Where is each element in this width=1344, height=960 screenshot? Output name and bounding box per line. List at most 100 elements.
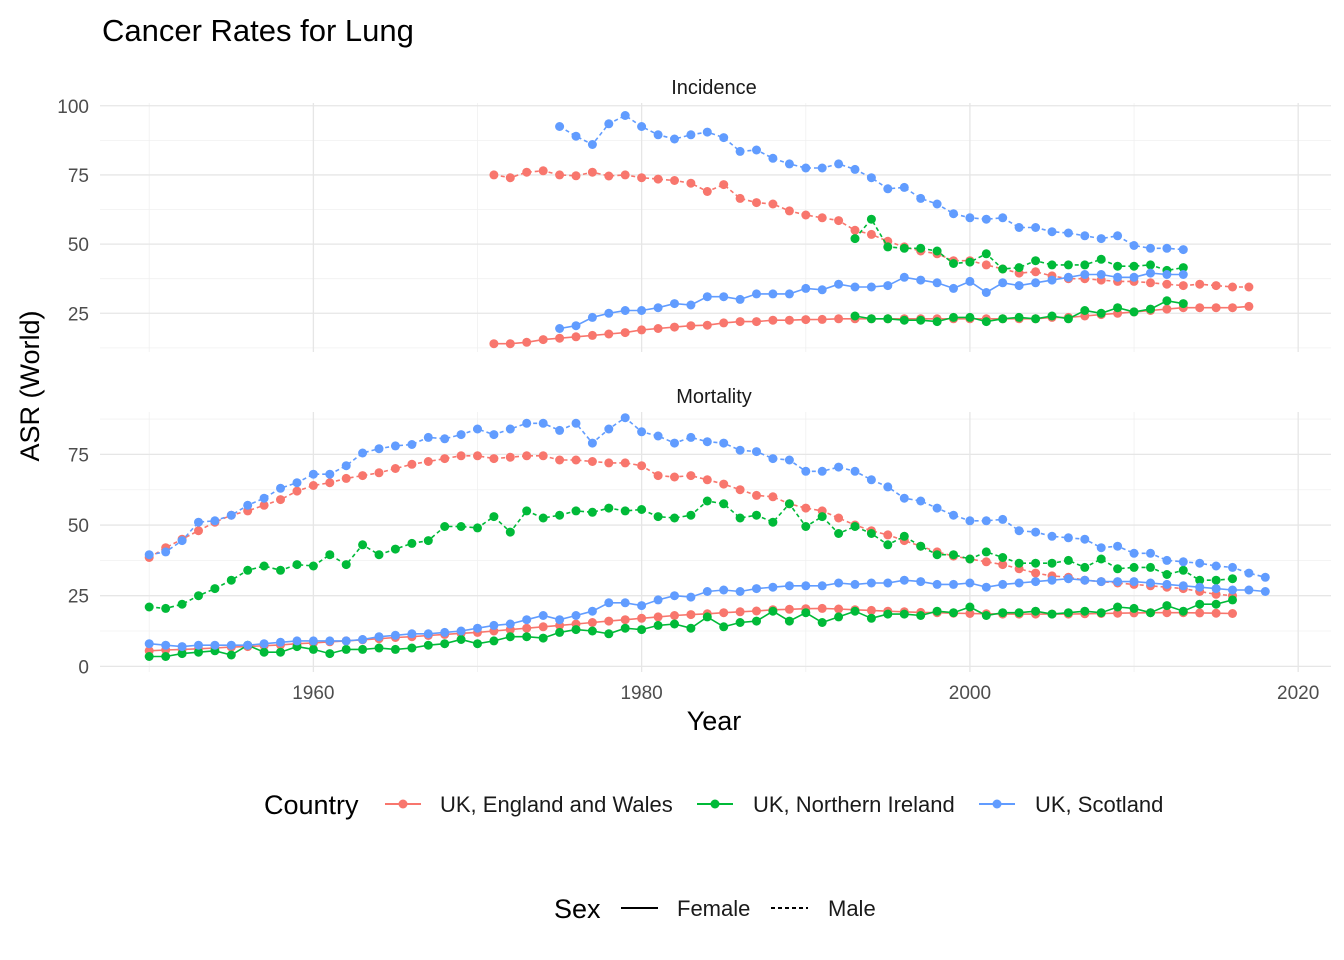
- data-point: [965, 554, 975, 564]
- data-point: [473, 424, 482, 434]
- data-point: [407, 538, 417, 548]
- data-point: [1031, 606, 1041, 616]
- data-point: [538, 166, 548, 176]
- data-point: [555, 627, 565, 637]
- series-uk-northern-ireland-male: [850, 214, 1188, 275]
- data-point: [1146, 608, 1155, 618]
- data-point: [719, 318, 729, 328]
- data-point: [850, 522, 860, 531]
- data-point: [555, 510, 565, 520]
- data-point: [719, 622, 729, 632]
- data-point: [456, 635, 466, 644]
- data-point: [834, 604, 844, 614]
- data-point: [817, 163, 827, 173]
- data-point: [456, 451, 466, 461]
- data-point: [489, 512, 499, 522]
- data-point: [768, 315, 778, 325]
- data-point: [916, 541, 926, 551]
- data-point: [1195, 558, 1205, 568]
- data-point: [440, 454, 450, 464]
- data-point: [702, 127, 712, 137]
- data-point: [1096, 254, 1106, 264]
- data-point: [505, 527, 515, 537]
- data-point: [1047, 575, 1057, 585]
- data-point: [883, 530, 893, 540]
- data-point: [916, 611, 926, 620]
- data-point: [1162, 279, 1172, 289]
- data-point: [210, 584, 220, 594]
- data-point: [1080, 260, 1090, 270]
- data-point: [1162, 296, 1172, 306]
- data-point: [834, 513, 844, 523]
- data-point: [1113, 303, 1123, 313]
- data-point: [719, 608, 729, 618]
- data-point: [341, 636, 351, 646]
- data-point: [1162, 601, 1172, 611]
- data-point: [998, 278, 1008, 288]
- data-point: [752, 510, 761, 520]
- data-point: [686, 130, 696, 140]
- data-point: [817, 512, 827, 522]
- data-point: [834, 279, 844, 289]
- data-point: [702, 437, 712, 447]
- data-point: [1195, 279, 1205, 289]
- data-point: [949, 550, 958, 560]
- data-point: [1080, 270, 1090, 279]
- data-point: [604, 308, 614, 318]
- data-point: [899, 531, 909, 541]
- data-point: [456, 626, 466, 636]
- data-point: [555, 122, 565, 131]
- data-point: [587, 167, 597, 177]
- data-point: [637, 122, 647, 131]
- data-point: [752, 289, 761, 299]
- data-point: [850, 225, 860, 235]
- data-point: [686, 432, 696, 442]
- data-point: [210, 516, 220, 526]
- data-point: [949, 510, 958, 520]
- data-point: [653, 471, 663, 481]
- data-point: [522, 451, 532, 461]
- data-point: [899, 575, 909, 585]
- data-point: [358, 644, 368, 654]
- data-point: [604, 329, 614, 339]
- data-point: [883, 314, 893, 324]
- data-point: [670, 472, 679, 482]
- data-point: [1211, 561, 1221, 571]
- data-point: [571, 321, 581, 331]
- data-point: [637, 461, 647, 471]
- data-point: [768, 492, 778, 502]
- data-point: [998, 560, 1008, 570]
- data-point: [866, 229, 876, 239]
- data-point: [1129, 548, 1139, 558]
- data-point: [1113, 231, 1123, 241]
- data-point: [637, 173, 647, 183]
- data-point: [423, 432, 433, 442]
- data-point: [784, 289, 794, 299]
- data-point: [1195, 582, 1205, 592]
- data-point: [1031, 223, 1041, 232]
- data-point: [1146, 278, 1155, 288]
- data-point: [653, 595, 663, 605]
- data-point: [292, 478, 302, 488]
- data-point: [194, 647, 203, 657]
- data-point: [407, 629, 417, 639]
- data-point: [538, 335, 548, 345]
- data-point: [1047, 311, 1057, 321]
- data-point: [1096, 234, 1106, 244]
- data-point: [522, 506, 532, 516]
- data-point: [1063, 260, 1073, 270]
- data-point: [1014, 558, 1024, 568]
- data-point: [1162, 555, 1172, 565]
- data-point: [325, 649, 335, 659]
- data-point: [522, 167, 532, 177]
- data-point: [1063, 533, 1073, 543]
- data-point: [735, 445, 745, 455]
- data-point: [390, 644, 400, 654]
- x-axis-label: Year: [687, 706, 742, 736]
- legend-key-point: [710, 799, 720, 809]
- data-point: [1146, 268, 1155, 278]
- data-point: [276, 647, 285, 657]
- data-point: [587, 507, 597, 517]
- data-point: [1178, 281, 1188, 291]
- data-point: [308, 636, 318, 646]
